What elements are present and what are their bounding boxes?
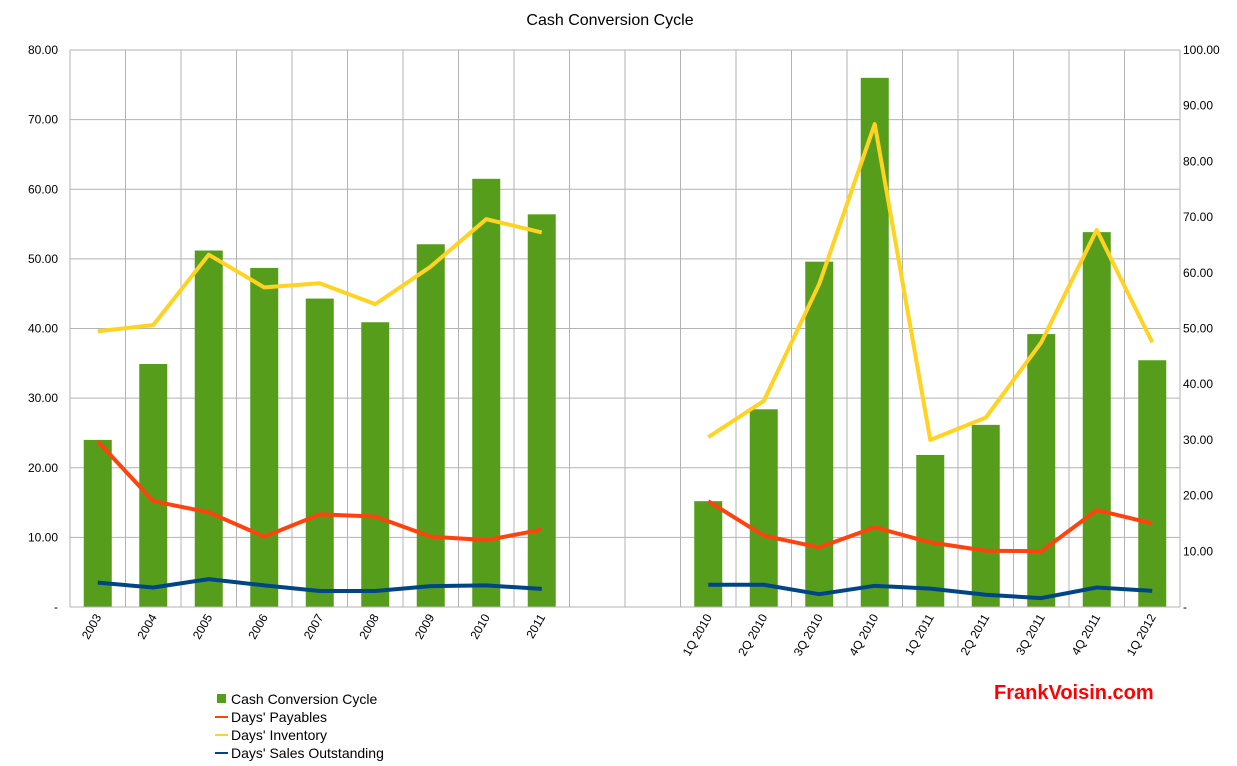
bar-3Q-2011 xyxy=(1027,334,1056,607)
bar-2Q-2010 xyxy=(749,409,778,607)
y-left-tick-label: 60.00 xyxy=(28,182,58,196)
chart-title: Cash Conversion Cycle xyxy=(526,12,693,29)
y-right-tick-label: 60.00 xyxy=(1183,266,1213,280)
line-series xyxy=(96,122,1155,601)
bar-2007 xyxy=(305,298,334,607)
x-tick-label: 2010 xyxy=(467,611,493,641)
x-tick-label: 3Q 2011 xyxy=(1013,611,1048,657)
y-left-tick-label: 20.00 xyxy=(28,461,58,475)
x-tick-label: 2009 xyxy=(412,611,438,641)
y-right-tick-label: 50.00 xyxy=(1183,322,1213,336)
x-tick-label: 2Q 2011 xyxy=(958,611,993,657)
y-axis-left-ticks: - 10.00 20.00 30.00 40.00 50.00 60.00 70.00 80.0… xyxy=(28,43,58,614)
line-annual-days-inventory xyxy=(97,217,543,334)
y-left-tick-label: 30.00 xyxy=(28,391,58,405)
gridlines xyxy=(69,49,1181,608)
x-tick-label: 2005 xyxy=(190,611,216,641)
bar-1Q-2012 xyxy=(1138,360,1167,607)
y-right-tick-label: 90.00 xyxy=(1183,99,1213,113)
bar-4Q-2011 xyxy=(1082,232,1111,607)
y-left-tick-label: 10.00 xyxy=(28,530,58,544)
line-annual-days-payables xyxy=(96,439,543,543)
line-annual-days-sales-outstanding xyxy=(97,577,542,593)
x-tick-label: 2007 xyxy=(301,611,327,641)
bar-2Q-2011 xyxy=(971,424,1000,607)
watermark: FrankVoisin.com xyxy=(994,682,1154,704)
x-tick-label: 3Q 2010 xyxy=(791,611,826,658)
bar-2005 xyxy=(194,250,223,607)
bar-2009 xyxy=(416,244,445,607)
x-tick-label: 4Q 2010 xyxy=(846,611,881,658)
bar-2008 xyxy=(361,322,390,607)
y-right-tick-label: 20.00 xyxy=(1183,489,1213,503)
y-right-tick-label: 30.00 xyxy=(1183,433,1213,447)
legend-label: Days' Sales Outstanding xyxy=(231,745,384,761)
line-quarterly-days-payables xyxy=(707,499,1153,554)
x-tick-label: 1Q 2012 xyxy=(1124,611,1159,658)
x-tick-label: 4Q 2011 xyxy=(1069,611,1104,657)
x-tick-label: 2003 xyxy=(79,611,105,641)
y-left-tick-label: - xyxy=(54,600,58,614)
bar-series xyxy=(83,77,1167,608)
x-tick-label: 2004 xyxy=(134,611,160,641)
y-right-tick-label: 100.00 xyxy=(1183,43,1220,57)
legend-label: Days' Payables xyxy=(231,709,327,725)
y-right-tick-label: 40.00 xyxy=(1183,377,1213,391)
y-left-tick-label: 50.00 xyxy=(28,252,58,266)
x-tick-label: 1Q 2011 xyxy=(902,611,937,657)
y-left-tick-label: 40.00 xyxy=(28,322,58,336)
x-axis-ticks: 2003 2004 2005 2006 2007 2008 2009 2010 2011 1Q 2… xyxy=(79,611,1159,658)
bar-2004 xyxy=(139,364,168,607)
legend-label: Days' Inventory xyxy=(231,727,327,743)
legend-swatch xyxy=(217,694,226,703)
bar-2011 xyxy=(527,214,556,607)
y-right-tick-label: 80.00 xyxy=(1183,154,1213,168)
legend: Cash Conversion Cycle Days' Payables Days'… xyxy=(215,691,384,761)
x-tick-label: 2Q 2010 xyxy=(735,611,770,658)
x-tick-label: 2011 xyxy=(523,611,548,641)
bar-2006 xyxy=(250,267,279,607)
line-quarterly-days-inventory xyxy=(707,122,1155,442)
x-tick-label: 2006 xyxy=(245,611,271,641)
y-axis-right-ticks: - 10.00 20.00 30.00 40.00 50.00 60.00 70.00 80.0… xyxy=(1183,43,1220,614)
y-left-tick-label: 80.00 xyxy=(28,43,58,57)
bar-1Q-2011 xyxy=(916,454,945,607)
x-tick-label: 2008 xyxy=(356,611,382,641)
bar-2010 xyxy=(472,178,501,607)
bar-3Q-2010 xyxy=(805,261,834,607)
legend-label: Cash Conversion Cycle xyxy=(231,691,377,707)
bar-1Q-2010 xyxy=(694,501,723,607)
y-right-tick-label: 10.00 xyxy=(1183,544,1213,558)
y-right-tick-label: 70.00 xyxy=(1183,210,1213,224)
x-tick-label: 1Q 2010 xyxy=(680,611,715,658)
bar-2003 xyxy=(83,439,112,607)
line-quarterly-days-sales-outstanding xyxy=(708,582,1153,601)
y-left-tick-label: 70.00 xyxy=(28,113,58,127)
y-right-tick-label: - xyxy=(1183,600,1187,614)
